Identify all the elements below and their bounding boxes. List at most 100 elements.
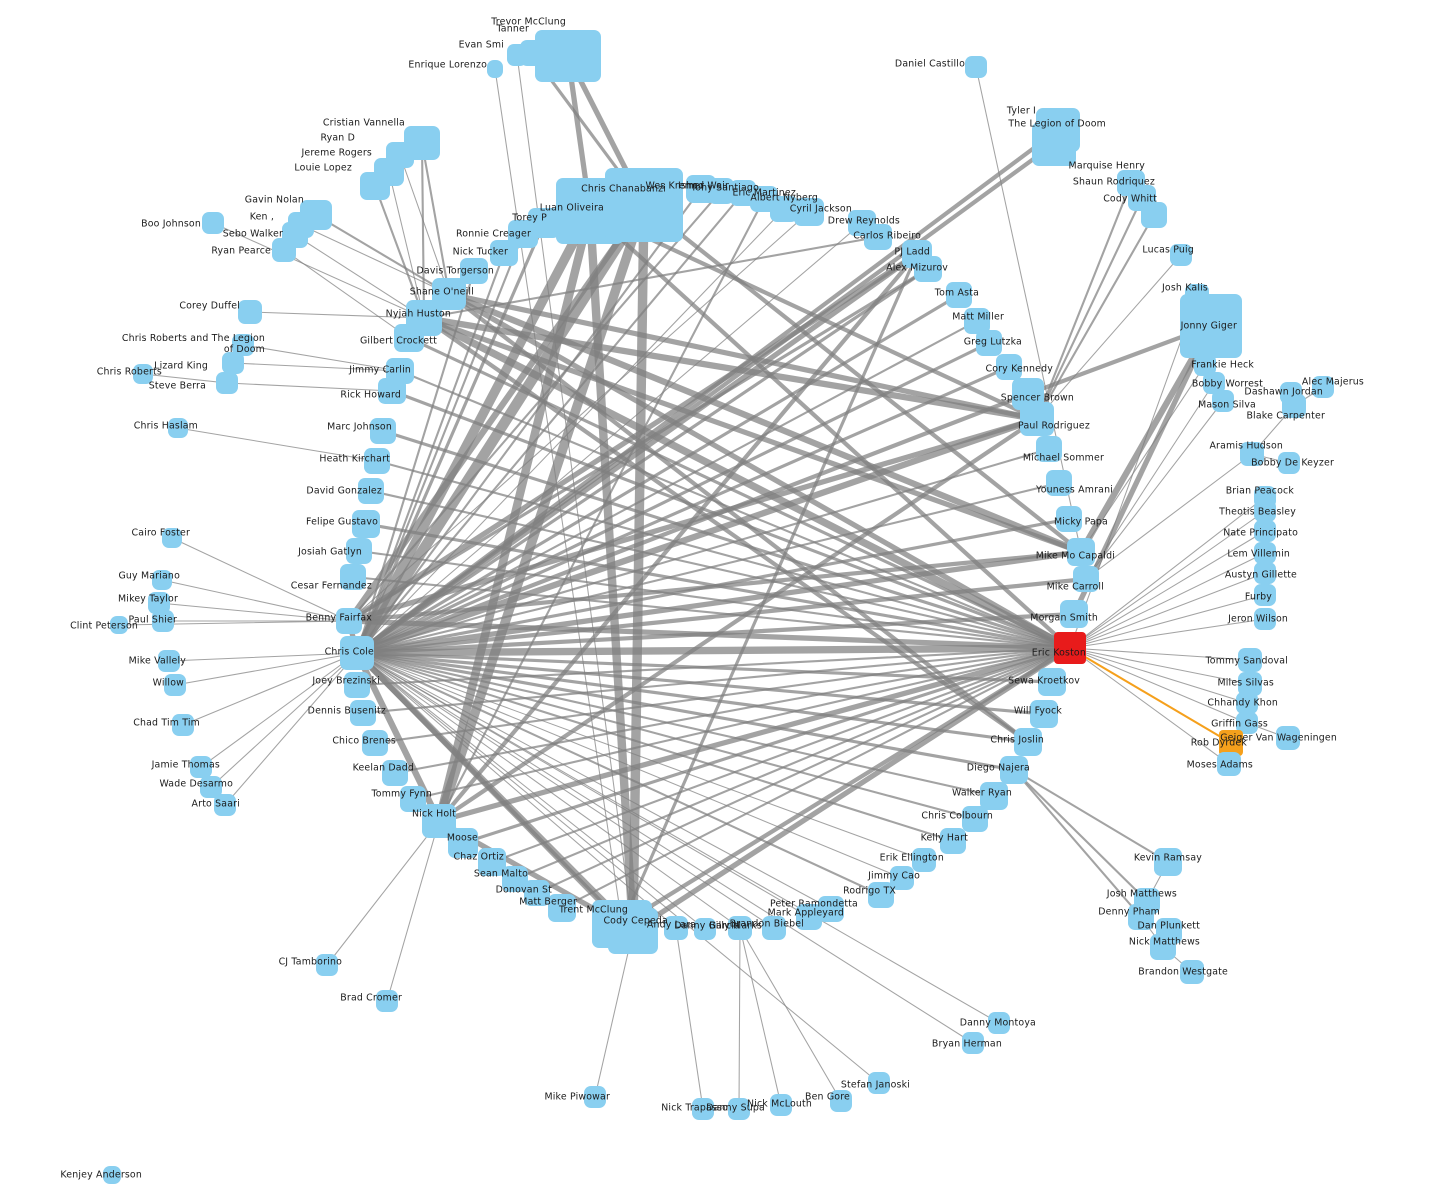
graph-node[interactable]	[487, 60, 503, 78]
graph-node[interactable]	[1278, 452, 1300, 474]
graph-node[interactable]	[1240, 442, 1264, 466]
graph-node[interactable]	[364, 448, 390, 474]
graph-node[interactable]	[548, 894, 576, 922]
graph-node[interactable]	[394, 324, 424, 352]
graph-node[interactable]	[1312, 376, 1334, 398]
graph-node[interactable]	[202, 212, 224, 234]
graph-node[interactable]	[962, 1032, 984, 1054]
graph-node[interactable]	[1054, 632, 1086, 664]
graph-node[interactable]	[400, 786, 426, 812]
graph-node[interactable]	[358, 478, 384, 504]
graph-node[interactable]	[148, 592, 170, 614]
graph-node[interactable]	[162, 528, 182, 548]
graph-node[interactable]	[376, 990, 398, 1012]
graph-node[interactable]	[1180, 294, 1242, 358]
graph-node[interactable]	[133, 364, 153, 384]
graph-node[interactable]	[794, 198, 824, 226]
graph-node[interactable]	[238, 300, 262, 324]
graph-node[interactable]	[158, 650, 180, 672]
graph-node[interactable]	[344, 672, 370, 698]
graph-node[interactable]	[962, 806, 988, 832]
graph-node[interactable]	[1141, 202, 1167, 228]
graph-node[interactable]	[1203, 372, 1225, 394]
graph-node[interactable]	[584, 1086, 606, 1108]
graph-node[interactable]	[1170, 244, 1192, 266]
graph-node[interactable]	[1036, 436, 1062, 462]
graph-node[interactable]	[103, 1166, 121, 1184]
graph-node[interactable]	[1254, 562, 1276, 584]
graph-node[interactable]	[605, 168, 683, 242]
graph-node[interactable]	[1254, 520, 1276, 542]
graph-node[interactable]	[664, 916, 688, 940]
graph-node[interactable]	[976, 330, 1002, 356]
graph-node[interactable]	[378, 378, 406, 404]
graph-node[interactable]	[216, 372, 238, 394]
graph-node[interactable]	[1254, 584, 1276, 606]
graph-node[interactable]	[164, 674, 186, 696]
graph-node[interactable]	[172, 714, 194, 736]
graph-node[interactable]	[316, 954, 338, 976]
graph-node[interactable]	[152, 610, 174, 632]
graph-node[interactable]	[448, 828, 478, 858]
graph-node[interactable]	[728, 1098, 750, 1120]
graph-node[interactable]	[272, 238, 296, 262]
graph-node[interactable]	[864, 224, 892, 250]
graph-node[interactable]	[1056, 506, 1082, 532]
graph-node[interactable]	[1217, 752, 1241, 776]
graph-node[interactable]	[964, 308, 990, 334]
graph-node[interactable]	[524, 880, 550, 906]
graph-node[interactable]	[1046, 470, 1072, 496]
graph-node[interactable]	[1150, 934, 1176, 960]
graph-node[interactable]	[1194, 354, 1216, 376]
graph-node[interactable]	[214, 794, 236, 816]
graph-node[interactable]	[912, 848, 936, 872]
graph-node[interactable]	[1282, 394, 1306, 418]
graph-node[interactable]	[346, 538, 372, 564]
graph-node[interactable]	[507, 44, 527, 66]
graph-node[interactable]	[362, 730, 388, 756]
graph-node[interactable]	[868, 1072, 890, 1094]
graph-node[interactable]	[1236, 692, 1258, 714]
graph-node[interactable]	[1128, 904, 1154, 930]
graph-node[interactable]	[1060, 600, 1088, 628]
graph-node[interactable]	[988, 1012, 1010, 1034]
graph-node[interactable]	[1254, 542, 1276, 564]
graph-node[interactable]	[382, 760, 408, 786]
graph-node[interactable]	[946, 282, 972, 308]
graph-node[interactable]	[1020, 402, 1054, 436]
graph-node[interactable]	[1254, 500, 1276, 522]
graph-node[interactable]	[1154, 848, 1182, 876]
graph-node[interactable]	[728, 916, 752, 940]
graph-node[interactable]	[965, 56, 987, 78]
graph-node[interactable]	[1000, 756, 1028, 784]
graph-node[interactable]	[336, 608, 362, 634]
graph-node[interactable]	[490, 240, 518, 266]
graph-node[interactable]	[1276, 726, 1300, 750]
graph-node[interactable]	[694, 918, 716, 940]
graph-node[interactable]	[1254, 608, 1276, 630]
graph-node[interactable]	[222, 352, 244, 374]
graph-node[interactable]	[535, 30, 601, 82]
graph-node[interactable]	[1030, 700, 1058, 728]
graph-node[interactable]	[1067, 538, 1095, 566]
graph-node[interactable]	[914, 256, 942, 282]
graph-node[interactable]	[340, 636, 374, 670]
graph-node[interactable]	[350, 700, 376, 726]
graph-node[interactable]	[940, 828, 966, 854]
graph-node[interactable]	[890, 866, 914, 890]
graph-node[interactable]	[200, 776, 222, 798]
graph-node[interactable]	[1238, 648, 1262, 672]
graph-node[interactable]	[770, 196, 798, 222]
graph-node[interactable]	[360, 172, 390, 200]
graph-node[interactable]	[502, 866, 528, 892]
graph-node[interactable]	[152, 570, 172, 590]
graph-node[interactable]	[1180, 960, 1204, 984]
graph-node[interactable]	[692, 1098, 714, 1120]
graph-node[interactable]	[868, 882, 894, 908]
graph-node[interactable]	[996, 354, 1022, 380]
graph-node[interactable]	[1236, 712, 1258, 734]
graph-node[interactable]	[1032, 122, 1076, 166]
graph-node[interactable]	[608, 908, 658, 954]
graph-node[interactable]	[1014, 728, 1042, 756]
